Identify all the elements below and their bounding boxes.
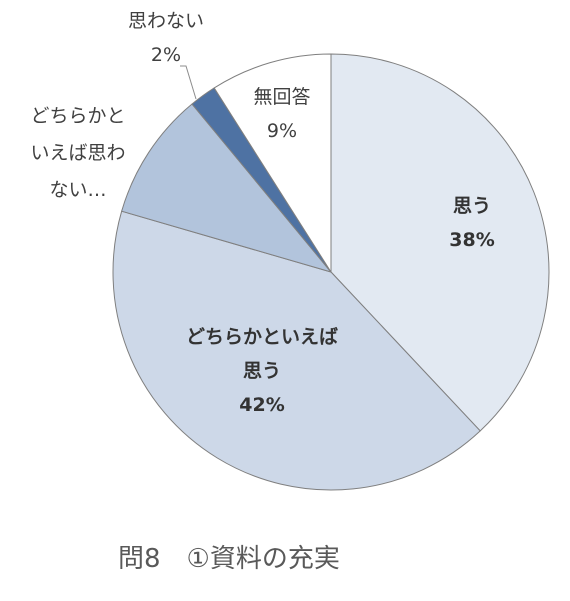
- slice-category-label: どちらかといえば: [186, 326, 338, 348]
- slice-category-label: 思う: [243, 360, 281, 382]
- slice-percent-label: 9%: [267, 120, 297, 142]
- slice-category-label: 思う: [453, 195, 491, 217]
- pie-slice: [121, 103, 332, 273]
- pie-slice: [112, 210, 481, 491]
- pie-slice: [213, 53, 332, 273]
- leader-line: [180, 65, 197, 100]
- slice-category-label: いえば思わ: [30, 142, 125, 164]
- slice-percent-label: 2%: [151, 44, 181, 66]
- slice-category-label: どちらかと: [30, 105, 125, 127]
- chart-title: 問8 ①資料の充実: [118, 544, 340, 574]
- slice-percent-label: 42%: [239, 394, 284, 416]
- slice-category-label: 思わない: [128, 10, 204, 32]
- slice-category-label: ない…: [49, 179, 106, 201]
- slice-percent-label: 38%: [449, 229, 494, 251]
- slice-labels: 思う38%どちらかといえば思う42%どちらかといえば思わない…思わない2%無回答…: [30, 10, 494, 416]
- leader-lines: [180, 65, 197, 100]
- pie-slices: [112, 53, 550, 491]
- pie-slice: [330, 53, 550, 432]
- slice-category-label: 無回答: [253, 86, 310, 108]
